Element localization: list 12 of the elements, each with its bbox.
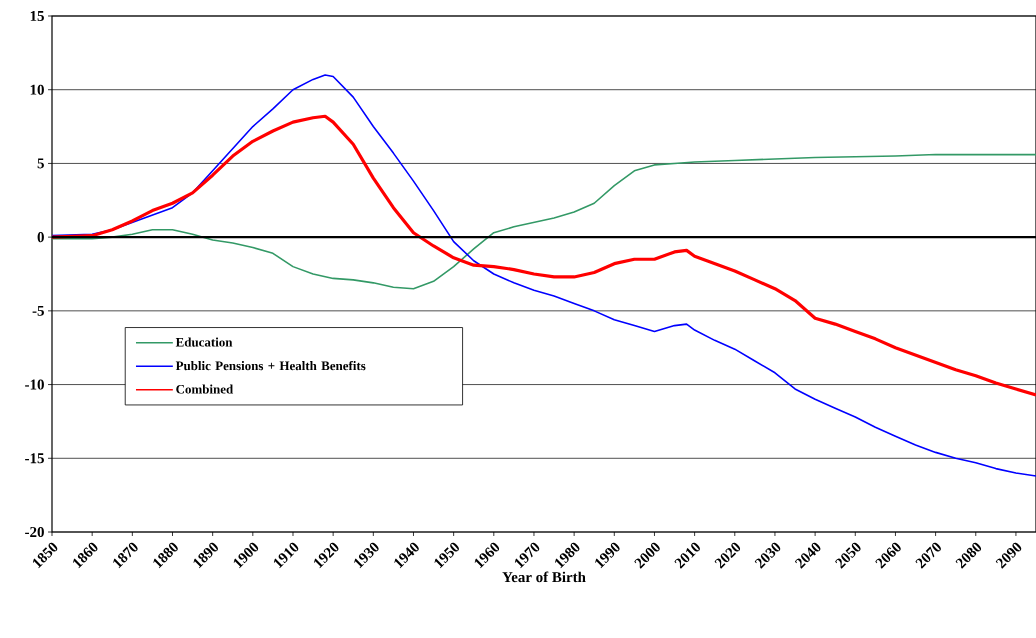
y-tick-label: 10	[30, 84, 44, 95]
y-tick-label: -15	[25, 453, 44, 464]
y-tick-label: 0	[37, 232, 44, 243]
x-axis-title: Year of Birth	[502, 571, 586, 583]
y-tick-label: 5	[37, 158, 44, 169]
y-tick-label: -20	[25, 526, 44, 538]
y-tick-label: -5	[32, 305, 44, 316]
legend-label: Public Pensions + Health Benefits	[175, 360, 366, 371]
legend-label: Education	[175, 337, 233, 347]
y-tick-label: -10	[25, 379, 44, 390]
y-tick-label: 15	[30, 10, 44, 21]
legend-label: Combined	[176, 384, 234, 394]
